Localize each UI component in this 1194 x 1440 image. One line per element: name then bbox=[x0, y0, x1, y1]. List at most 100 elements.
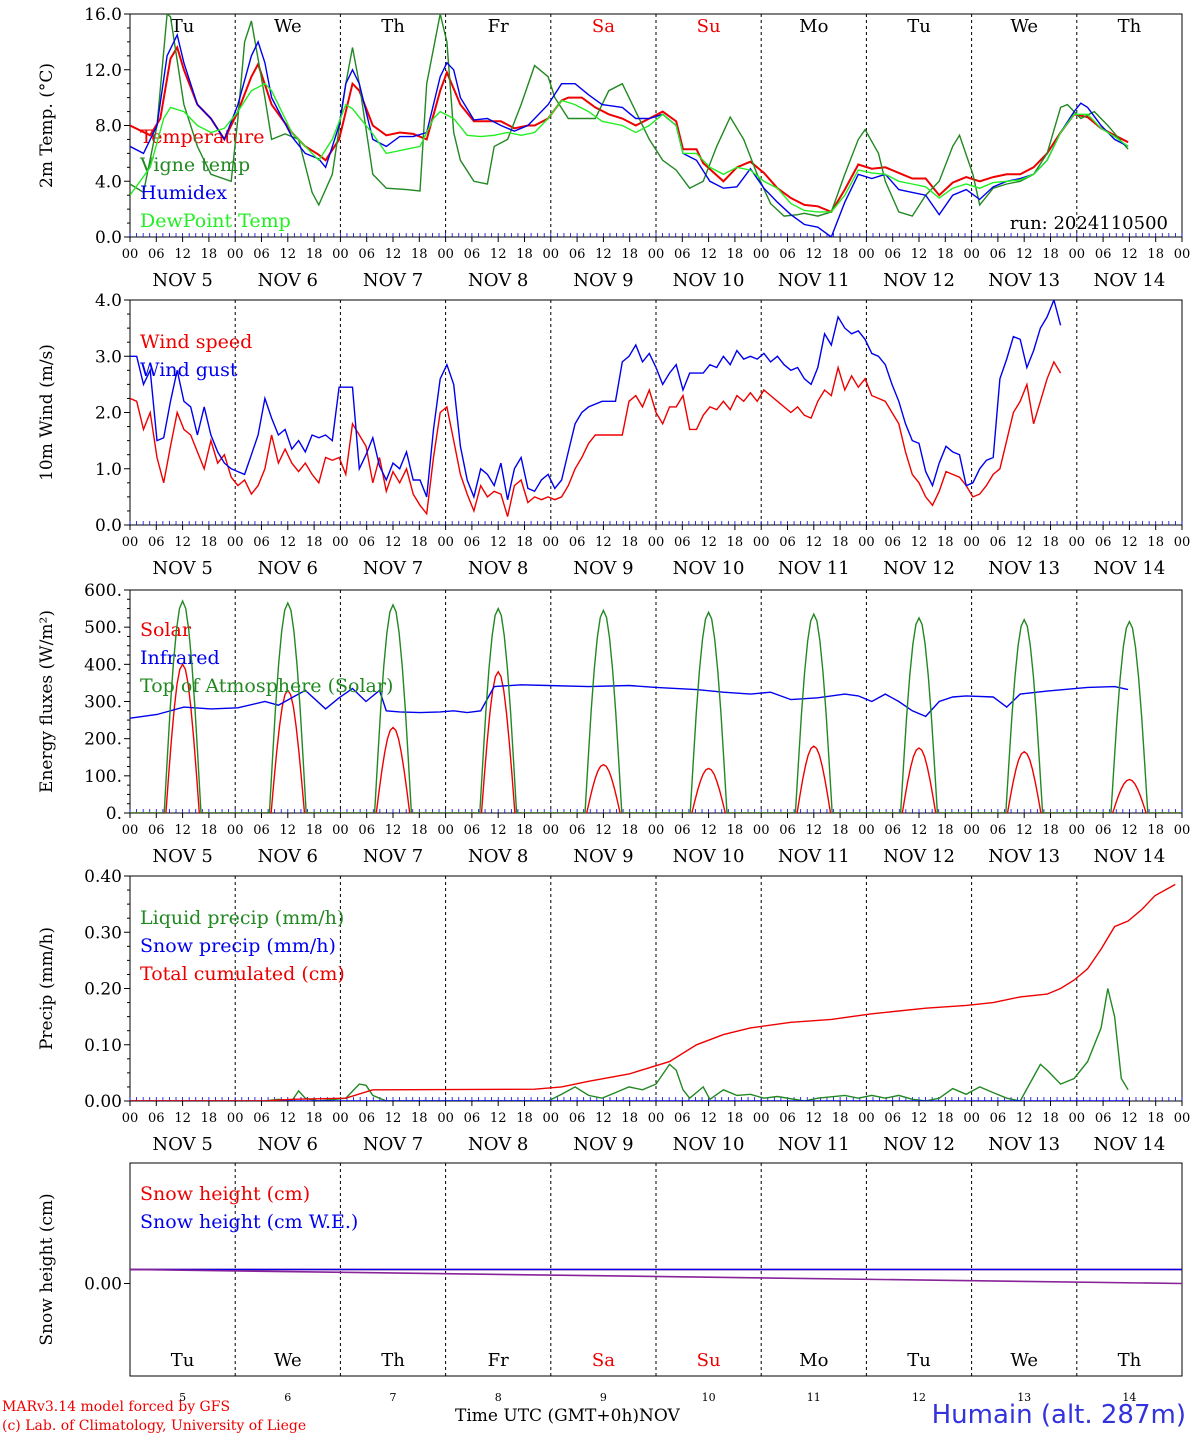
legend-entry: Snow height (cm W.E.) bbox=[140, 1211, 358, 1233]
x-hour-label: 06 bbox=[464, 1111, 481, 1126]
x-date-label: NOV 12 bbox=[883, 270, 955, 291]
day-abbr-bottom: Sa bbox=[592, 1350, 615, 1371]
run-label: run: 2024110500 bbox=[1010, 213, 1168, 234]
day-number-label: 11 bbox=[807, 1391, 821, 1404]
x-hour-label: 12 bbox=[385, 535, 402, 550]
x-hour-label: 18 bbox=[411, 1111, 428, 1126]
plot-frame-3 bbox=[129, 589, 1183, 814]
x-hour-label: 06 bbox=[358, 823, 375, 838]
day-number-label: 12 bbox=[912, 1391, 926, 1404]
legend-entry: Snow precip (mm/h) bbox=[140, 935, 336, 957]
x-hour-label: 06 bbox=[990, 535, 1007, 550]
x-hour-label: 00 bbox=[122, 1111, 139, 1126]
x-hour-label: 12 bbox=[174, 1111, 191, 1126]
legend-entry: DewPoint Temp bbox=[140, 210, 291, 232]
x-hour-label: 00 bbox=[858, 535, 875, 550]
x-hour-label: 12 bbox=[1121, 823, 1138, 838]
y-tick-label: 0.0 bbox=[95, 516, 122, 536]
x-hour-label: 00 bbox=[122, 823, 139, 838]
day-abbr-top: Sa bbox=[592, 16, 615, 37]
time-axis-label: Time UTC (GMT+0h)NOV bbox=[455, 1406, 680, 1426]
x-hour-label: 00 bbox=[227, 247, 244, 262]
x-hour-label: 18 bbox=[201, 535, 218, 550]
legend-entry: Vigne temp bbox=[139, 154, 250, 176]
x-hour-label: 06 bbox=[569, 823, 586, 838]
x-hour-label: 00 bbox=[858, 247, 875, 262]
x-hour-label: 06 bbox=[884, 1111, 901, 1126]
x-date-label: NOV 14 bbox=[1093, 1134, 1165, 1155]
y-axis-label: 10m Wind (m/s) bbox=[37, 344, 57, 481]
x-date-label: NOV 9 bbox=[573, 270, 633, 291]
y-tick-label: 400. bbox=[84, 655, 122, 675]
x-date-label: NOV 5 bbox=[152, 558, 212, 579]
x-hour-label: 12 bbox=[700, 823, 717, 838]
x-date-label: NOV 10 bbox=[673, 846, 745, 867]
x-hour-label: 06 bbox=[358, 535, 375, 550]
x-hour-label: 00 bbox=[227, 823, 244, 838]
day-abbr-top: We bbox=[1010, 16, 1038, 37]
x-hour-label: 00 bbox=[648, 247, 665, 262]
y-axis-label: Precip (mm/h) bbox=[37, 927, 57, 1050]
x-hour-label: 00 bbox=[753, 823, 770, 838]
x-hour-label: 12 bbox=[700, 535, 717, 550]
model-credit: MARv3.14 model forced by GFS (c) Lab. of… bbox=[2, 1398, 306, 1436]
x-hour-label: 12 bbox=[911, 823, 928, 838]
x-hour-label: 06 bbox=[148, 823, 165, 838]
x-hour-label: 00 bbox=[753, 535, 770, 550]
x-hour-label: 18 bbox=[621, 1111, 638, 1126]
day-number-label: 13 bbox=[1017, 1391, 1031, 1404]
x-date-label: NOV 6 bbox=[258, 558, 318, 579]
y-tick-label: 8.0 bbox=[95, 117, 122, 137]
x-hour-label: 12 bbox=[595, 823, 612, 838]
x-hour-label: 12 bbox=[280, 1111, 297, 1126]
x-date-label: NOV 13 bbox=[988, 270, 1060, 291]
day-abbr-top: Su bbox=[697, 16, 721, 37]
x-hour-label: 18 bbox=[832, 247, 849, 262]
x-hour-label: 12 bbox=[911, 535, 928, 550]
x-hour-label: 00 bbox=[332, 1111, 349, 1126]
x-hour-label: 06 bbox=[148, 535, 165, 550]
x-hour-label: 06 bbox=[674, 535, 691, 550]
day-number-label: 10 bbox=[702, 1391, 716, 1404]
y-tick-label: 1.0 bbox=[95, 460, 122, 480]
x-date-label: NOV 11 bbox=[778, 558, 850, 579]
x-hour-label: 06 bbox=[358, 1111, 375, 1126]
x-hour-label: 00 bbox=[1174, 247, 1191, 262]
x-date-label: NOV 9 bbox=[573, 846, 633, 867]
x-hour-label: 00 bbox=[963, 247, 980, 262]
x-hour-label: 00 bbox=[332, 535, 349, 550]
series-line-solar bbox=[130, 662, 1182, 813]
x-hour-label: 12 bbox=[490, 535, 507, 550]
x-hour-label: 18 bbox=[832, 535, 849, 550]
legend-entry: Wind speed bbox=[140, 331, 252, 353]
x-hour-label: 12 bbox=[806, 823, 823, 838]
x-hour-label: 12 bbox=[806, 247, 823, 262]
x-hour-label: 18 bbox=[1147, 823, 1164, 838]
y-tick-label: 100. bbox=[84, 767, 122, 787]
x-hour-label: 18 bbox=[832, 823, 849, 838]
day-abbr-bottom: We bbox=[1010, 1350, 1038, 1371]
x-date-label: NOV 13 bbox=[988, 846, 1060, 867]
x-hour-label: 18 bbox=[516, 535, 533, 550]
x-hour-label: 06 bbox=[779, 1111, 796, 1126]
x-hour-label: 06 bbox=[779, 247, 796, 262]
day-number-label: 8 bbox=[495, 1391, 502, 1404]
x-hour-label: 06 bbox=[148, 247, 165, 262]
x-date-label: NOV 14 bbox=[1093, 270, 1165, 291]
y-tick-label: 600. bbox=[84, 581, 122, 601]
station-label: Humain (alt. 287m) bbox=[931, 1400, 1186, 1430]
x-hour-label: 12 bbox=[280, 247, 297, 262]
x-hour-label: 18 bbox=[937, 823, 954, 838]
day-abbr-top: Fr bbox=[488, 16, 509, 37]
x-hour-label: 12 bbox=[174, 823, 191, 838]
x-hour-label: 18 bbox=[411, 247, 428, 262]
x-hour-label: 00 bbox=[437, 823, 454, 838]
x-hour-label: 00 bbox=[1174, 823, 1191, 838]
x-date-label: NOV 7 bbox=[363, 558, 423, 579]
legend-entry: Total cumulated (cm) bbox=[140, 963, 345, 985]
day-abbr-bottom: Tu bbox=[907, 1350, 931, 1371]
time-label: Time UTC (GMT+0h) bbox=[455, 1406, 640, 1426]
day-number-label: 7 bbox=[390, 1391, 397, 1404]
day-abbr-bottom: Fr bbox=[488, 1350, 509, 1371]
